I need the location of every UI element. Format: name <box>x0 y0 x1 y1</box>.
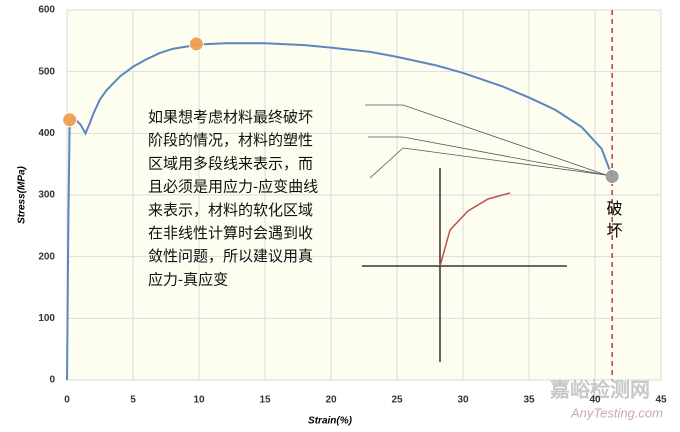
leader-line <box>368 136 607 176</box>
leader-line <box>365 104 607 176</box>
x-axis-label: Strain(%) <box>308 416 353 427</box>
x-tick-label: 20 <box>325 395 337 406</box>
point-marker <box>62 112 78 128</box>
annotation-text: 在非线性计算时会遇到收 <box>148 224 313 242</box>
y-tick-label: 300 <box>38 190 55 201</box>
point-marker <box>604 169 620 184</box>
x-tick-label: 25 <box>391 395 403 406</box>
y-tick-label: 400 <box>38 128 55 139</box>
x-tick-label: 10 <box>193 395 205 406</box>
annotation-text: 来表示，材料的软化区域 <box>148 201 313 219</box>
x-tick-label: 40 <box>589 395 601 406</box>
y-tick-label: 0 <box>49 375 55 386</box>
annotation-text: 应力-真应变 <box>148 270 228 288</box>
x-tick-label: 5 <box>130 395 136 406</box>
annotation-text: 且必须是用应力-应变曲线 <box>148 178 318 196</box>
y-tick-label: 600 <box>38 5 55 16</box>
annotation-text: 区域用多段线来表示，而 <box>148 154 313 172</box>
x-tick-label: 30 <box>457 395 469 406</box>
y-tick-label: 200 <box>38 251 55 262</box>
fracture-label: 破坏 <box>604 200 623 244</box>
y-axis-label: Stress(MPa) <box>17 165 28 223</box>
annotation-text: 如果想考虑材料最终破坏 <box>148 108 313 126</box>
watermark: AnyTesting.com <box>570 405 663 420</box>
annotation-text: 敛性问题，所以建议用真 <box>148 247 313 265</box>
leader-line <box>369 147 607 179</box>
inset-curve <box>439 192 511 267</box>
y-tick-label: 100 <box>38 313 55 324</box>
x-tick-label: 15 <box>259 395 271 406</box>
annotation-text: 阶段的情况，材料的塑性 <box>148 131 313 149</box>
x-tick-label: 35 <box>523 395 535 406</box>
stress-curve <box>66 42 614 381</box>
watermark: 嘉峪检测网 <box>549 377 650 401</box>
y-tick-label: 500 <box>38 66 55 77</box>
x-tick-label: 0 <box>64 395 70 406</box>
point-marker <box>188 36 204 52</box>
x-tick-label: 45 <box>655 395 667 406</box>
